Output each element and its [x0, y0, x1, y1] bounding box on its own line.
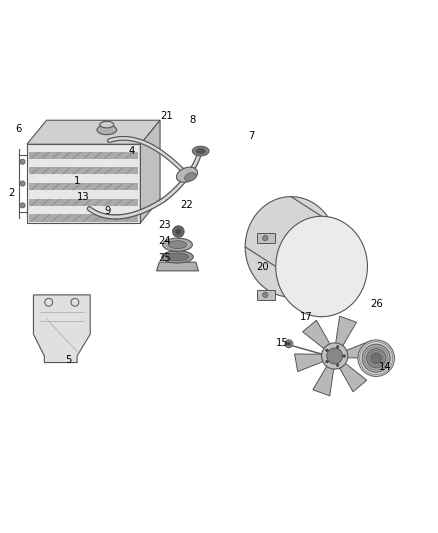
- FancyBboxPatch shape: [29, 151, 138, 159]
- Polygon shape: [141, 120, 160, 223]
- Text: 4: 4: [128, 146, 135, 156]
- Text: 7: 7: [248, 131, 255, 141]
- Circle shape: [263, 292, 268, 297]
- Polygon shape: [336, 316, 357, 346]
- Text: 5: 5: [65, 356, 71, 365]
- Text: 6: 6: [15, 124, 21, 134]
- Text: 21: 21: [160, 111, 173, 121]
- Ellipse shape: [162, 251, 193, 263]
- Polygon shape: [258, 233, 275, 244]
- Text: 15: 15: [276, 338, 289, 348]
- Ellipse shape: [245, 197, 337, 297]
- Ellipse shape: [184, 173, 196, 181]
- Ellipse shape: [97, 125, 117, 135]
- Polygon shape: [303, 320, 330, 349]
- Polygon shape: [33, 295, 90, 362]
- Ellipse shape: [276, 216, 367, 317]
- Text: 26: 26: [370, 298, 382, 309]
- Polygon shape: [295, 354, 324, 372]
- Circle shape: [367, 349, 386, 368]
- FancyBboxPatch shape: [29, 214, 138, 222]
- FancyBboxPatch shape: [29, 167, 138, 174]
- Text: 9: 9: [105, 206, 111, 216]
- Text: 2: 2: [8, 188, 15, 198]
- Circle shape: [371, 353, 381, 364]
- Ellipse shape: [100, 122, 114, 128]
- Text: 8: 8: [190, 115, 196, 125]
- Circle shape: [20, 181, 25, 186]
- Circle shape: [176, 229, 181, 234]
- Text: 23: 23: [158, 220, 171, 230]
- Text: 14: 14: [378, 362, 391, 372]
- Circle shape: [287, 342, 290, 345]
- Polygon shape: [27, 144, 141, 223]
- Circle shape: [20, 203, 25, 208]
- FancyBboxPatch shape: [29, 199, 138, 206]
- Ellipse shape: [168, 241, 187, 248]
- Text: 20: 20: [256, 262, 269, 271]
- Circle shape: [325, 360, 328, 363]
- Ellipse shape: [162, 238, 192, 251]
- Text: 17: 17: [300, 312, 313, 322]
- Circle shape: [343, 354, 346, 357]
- Circle shape: [285, 340, 293, 348]
- Circle shape: [263, 236, 268, 241]
- Polygon shape: [346, 341, 375, 358]
- Circle shape: [336, 364, 339, 367]
- Text: 25: 25: [158, 253, 171, 263]
- Circle shape: [325, 349, 328, 352]
- Ellipse shape: [166, 253, 188, 261]
- Text: 13: 13: [78, 192, 90, 201]
- Polygon shape: [258, 289, 275, 300]
- Text: 1: 1: [74, 176, 80, 187]
- Text: 22: 22: [180, 200, 193, 211]
- Ellipse shape: [196, 148, 205, 154]
- Circle shape: [173, 226, 184, 237]
- Ellipse shape: [177, 167, 198, 182]
- Ellipse shape: [192, 146, 209, 156]
- Polygon shape: [156, 262, 198, 271]
- Text: 24: 24: [158, 236, 171, 246]
- Polygon shape: [27, 120, 160, 144]
- Circle shape: [321, 343, 348, 369]
- Circle shape: [336, 345, 339, 348]
- Circle shape: [362, 344, 390, 372]
- Circle shape: [20, 159, 25, 164]
- Polygon shape: [339, 363, 367, 392]
- Polygon shape: [313, 366, 334, 396]
- Circle shape: [327, 348, 343, 364]
- Circle shape: [358, 340, 395, 376]
- FancyBboxPatch shape: [29, 183, 138, 190]
